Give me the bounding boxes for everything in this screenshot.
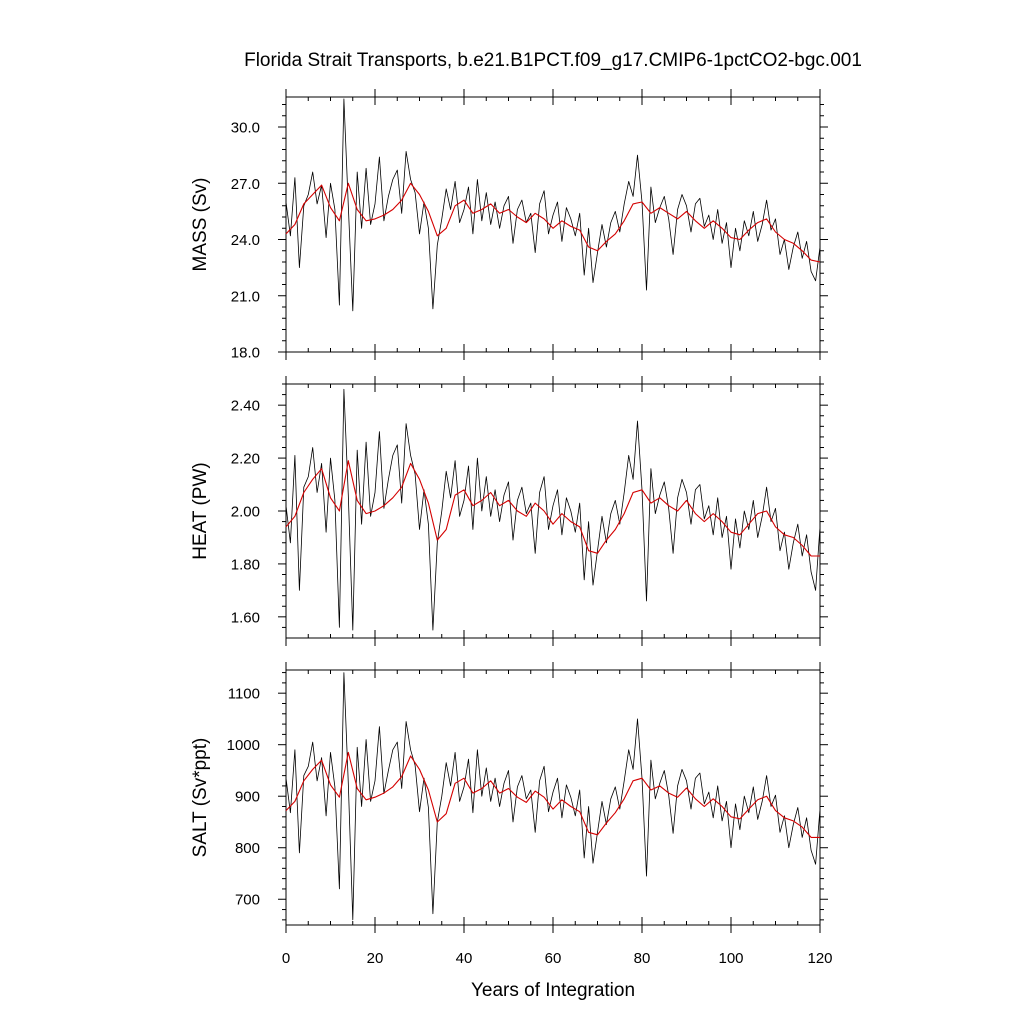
y-tick-label-mass: 24.0	[231, 232, 260, 249]
y-tick-label-mass: 30.0	[231, 120, 260, 137]
series-raw-salt	[285, 672, 821, 921]
y-tick-label-salt: 1000	[227, 737, 260, 754]
plot-frame-salt	[285, 669, 821, 926]
y-axis-label-salt: SALT (Sv*ppt)	[190, 738, 211, 858]
x-tick-label: 40	[456, 950, 473, 967]
y-tick-label-mass: 27.0	[231, 176, 260, 193]
series-smooth-salt	[285, 751, 820, 838]
series-raw-mass	[285, 98, 821, 312]
y-tick-label-salt: 900	[235, 789, 260, 806]
y-tick-label-heat: 1.80	[231, 556, 260, 573]
chart-title: Florida Strait Transports, b.e21.B1PCT.f…	[244, 50, 862, 71]
y-tick-label-heat: 2.40	[231, 398, 260, 415]
plot-frame-heat	[285, 383, 821, 639]
x-tick-label: 100	[718, 950, 743, 967]
y-axis-label-heat: HEAT (PW)	[190, 462, 211, 559]
y-tick-label-mass: 18.0	[231, 345, 260, 362]
y-tick-label-heat: 2.20	[231, 451, 260, 468]
plot-frame-mass	[285, 96, 821, 353]
panel-salt: 700 800 900 1000 1100 SALT (Sv*ppt)	[190, 662, 828, 933]
x-tick-label: 20	[367, 950, 384, 967]
series-smooth-mass	[285, 182, 821, 263]
y-tick-label-heat: 2.00	[231, 504, 260, 521]
x-tick-label: 80	[634, 950, 651, 967]
x-axis-label: Years of Integration	[471, 980, 635, 1001]
x-tick-label: 0	[282, 950, 290, 967]
panel-mass: 18.0 21.0 24.0 27.0 30.0 MASS (Sv)	[190, 89, 828, 362]
series-raw-heat	[285, 388, 821, 631]
y-tick-label-salt: 800	[235, 840, 260, 857]
y-tick-label-salt: 700	[235, 892, 260, 909]
y-tick-label-heat: 1.60	[231, 609, 260, 626]
panel-heat: 1.60 1.80 2.00 2.20 2.40 HEAT (PW)	[190, 376, 828, 646]
x-tick-label: 60	[545, 950, 562, 967]
series-smooth-heat	[285, 460, 820, 557]
y-tick-label-mass: 21.0	[231, 288, 260, 305]
x-tick-label: 120	[807, 950, 832, 967]
y-axis-label-mass: MASS (Sv)	[190, 178, 211, 272]
y-tick-label-salt: 1100	[228, 686, 260, 703]
